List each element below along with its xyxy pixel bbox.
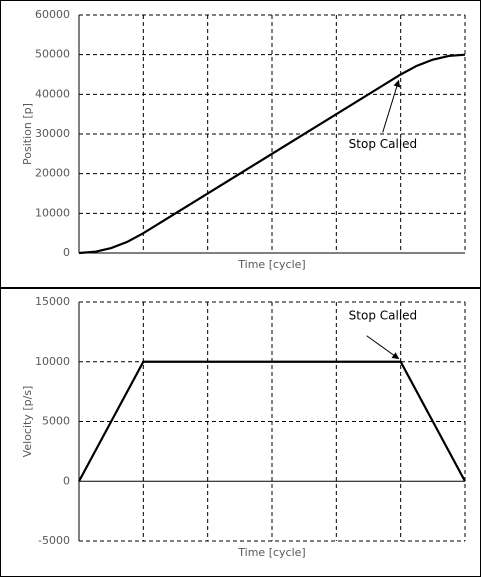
annotation: Stop Called — [349, 308, 418, 322]
annotation-arrow — [382, 79, 401, 133]
x-axis-label: Time [cycle] — [237, 546, 305, 559]
y-tick-label: 10000 — [35, 206, 70, 219]
data-line — [78, 53, 466, 255]
x-axis-label: Time [cycle] — [237, 258, 305, 271]
y-axis-label: Velocity [p/s] — [21, 386, 34, 458]
y-tick-label: -5000 — [38, 534, 70, 547]
y-tick-label: 10000 — [35, 355, 70, 368]
y-tick-label: 5000 — [42, 415, 70, 428]
panel-border — [0, 288, 481, 577]
y-tick-label: 40000 — [35, 87, 70, 100]
y-tick-label: 15000 — [35, 295, 70, 308]
y-tick-label: 50000 — [35, 48, 70, 61]
annotation-arrow — [366, 335, 400, 360]
annotation: Stop Called — [349, 137, 418, 151]
y-tick-label: 30000 — [35, 127, 70, 140]
y-tick-label: 0 — [63, 474, 70, 487]
y-tick-label: 20000 — [35, 167, 70, 180]
y-tick-label: 0 — [63, 246, 70, 259]
data-line — [78, 360, 466, 482]
y-tick-label: 60000 — [35, 8, 70, 21]
y-axis-label: Position [p] — [21, 103, 34, 165]
